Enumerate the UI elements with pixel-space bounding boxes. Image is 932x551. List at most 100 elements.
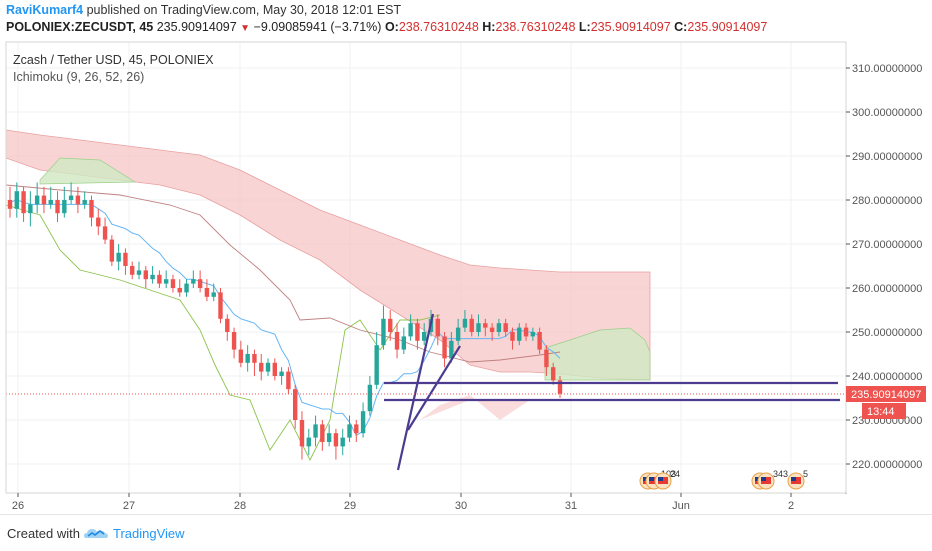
- us-flag-icon-c: 24: [654, 469, 680, 490]
- tradingview-link[interactable]: TradingView: [113, 526, 185, 541]
- publish-line: RaviKumarf4 published on TradingView.com…: [6, 3, 401, 17]
- candle-body: [130, 266, 135, 275]
- candle-body: [483, 323, 488, 328]
- candle-body: [449, 340, 454, 359]
- y-tick-label: 300.00000000: [852, 107, 922, 119]
- y-tick-label: 260.00000000: [852, 283, 922, 295]
- candle-body: [197, 279, 203, 288]
- candle-body: [360, 411, 366, 434]
- author-name[interactable]: RaviKumarf4: [6, 3, 84, 17]
- candle-body: [415, 323, 420, 341]
- ichimoku-cloud-bullish-early: [39, 157, 137, 185]
- ichimoku-chikou-span: [5, 204, 441, 462]
- candle-body: [354, 424, 359, 434]
- down-arrow-icon: ▼: [240, 23, 251, 34]
- plot-border: [5, 41, 847, 494]
- tradingview-logo-icon: [84, 529, 108, 538]
- y-tick-label: 250.00000000: [852, 327, 922, 339]
- open-label: O:: [384, 20, 399, 34]
- candle-body: [469, 318, 474, 332]
- candle-body: [7, 200, 13, 209]
- candle-body: [326, 433, 332, 442]
- candle-body: [259, 362, 264, 372]
- trend-line-0: [396, 313, 435, 471]
- candle-body: [211, 292, 216, 297]
- candle-body: [523, 327, 529, 337]
- x-tick-label: 28: [234, 500, 246, 512]
- candle-body: [292, 389, 298, 420]
- candle-body: [313, 424, 318, 438]
- us-flag-icon-b-flag-blue: [649, 477, 654, 481]
- us-flag-icon-e-flag-blue: [761, 477, 766, 481]
- candle-body: [333, 433, 339, 447]
- price-chart[interactable]: 310.00000000 300.00000000 290.00000000 280.…: [0, 0, 932, 514]
- candle-body: [455, 327, 461, 341]
- ichimoku-tenkan-line: [9, 199, 561, 437]
- candle-body: [306, 437, 311, 447]
- indicator-legend: Ichimoku (9, 26, 52, 26): [13, 70, 144, 84]
- low-label: L:: [578, 20, 591, 34]
- candle-body: [102, 226, 108, 240]
- candle-body: [557, 380, 563, 394]
- candle-body: [489, 327, 495, 332]
- y-tick-label: 310.00000000: [852, 63, 922, 75]
- price-change: −9.09085941 (−3.71%): [253, 20, 382, 34]
- candle-body: [55, 200, 60, 214]
- symbol-info-line: POLONIEX:ZECUSDT, 45 235.90914097 ▼ −9.0…: [6, 20, 767, 34]
- trend-line-1: [407, 345, 461, 431]
- candle-body: [191, 279, 196, 284]
- candle-body: [340, 437, 345, 447]
- candle-body: [517, 327, 522, 341]
- candle-body: [388, 318, 393, 332]
- x-tick-label: 31: [565, 500, 577, 512]
- candle-body: [14, 191, 19, 209]
- candle-body: [34, 195, 40, 205]
- candle-body: [136, 270, 142, 275]
- candle-body: [116, 252, 121, 262]
- x-tick-label: 26: [12, 500, 24, 512]
- candle-body: [252, 354, 257, 363]
- candle-body: [109, 239, 115, 262]
- current-price-badge: [846, 385, 926, 402]
- y-tick-label: 280.00000000: [852, 195, 922, 207]
- candle-body: [163, 279, 169, 284]
- ichimoku-cloud-bullish-future: [544, 327, 651, 381]
- candle-body: [299, 420, 305, 447]
- close-value: 235.90914097: [687, 20, 768, 34]
- last-price: 235.90914097: [156, 20, 237, 34]
- candle-body: [28, 204, 33, 214]
- candle-body: [184, 283, 189, 293]
- candle-body: [218, 292, 223, 319]
- y-tick-label: 240.00000000: [852, 371, 922, 383]
- candle-body: [265, 362, 271, 372]
- low-value: 235.90914097: [590, 20, 671, 34]
- candle-body: [231, 332, 237, 350]
- high-value: 238.76310248: [495, 20, 576, 34]
- x-tick-label: 2: [788, 500, 794, 512]
- candle-body: [401, 336, 407, 350]
- candle-body: [286, 371, 291, 390]
- candle-body: [177, 288, 182, 293]
- us-flag-icon-c-count: 24: [670, 469, 680, 479]
- created-with-text: Created with: [7, 526, 80, 541]
- candle-body: [374, 345, 379, 385]
- ichimoku-kijun-line: [5, 184, 561, 363]
- chart-title: Zcash / Tether USD, 45, POLONIEX: [13, 53, 214, 67]
- us-flag-icon-f-flag-blue: [791, 477, 796, 481]
- us-flag-icon-f: 5: [787, 469, 808, 490]
- candle-body: [68, 195, 74, 200]
- candle-body: [204, 288, 210, 297]
- candle-body: [347, 424, 352, 438]
- close-label: C:: [674, 20, 688, 34]
- x-tick-label: 29: [344, 500, 356, 512]
- candle-body: [89, 200, 94, 218]
- candle-body: [245, 354, 250, 363]
- y-tick-label: 290.00000000: [852, 151, 922, 163]
- candles-group: [7, 182, 563, 460]
- us-flag-icon-d-flag-blue: [755, 477, 760, 481]
- candle-body: [544, 349, 549, 368]
- candle-body: [421, 332, 427, 341]
- y-tick-label: 220.00000000: [852, 459, 922, 471]
- candle-body: [462, 318, 468, 328]
- candle-body: [279, 371, 284, 376]
